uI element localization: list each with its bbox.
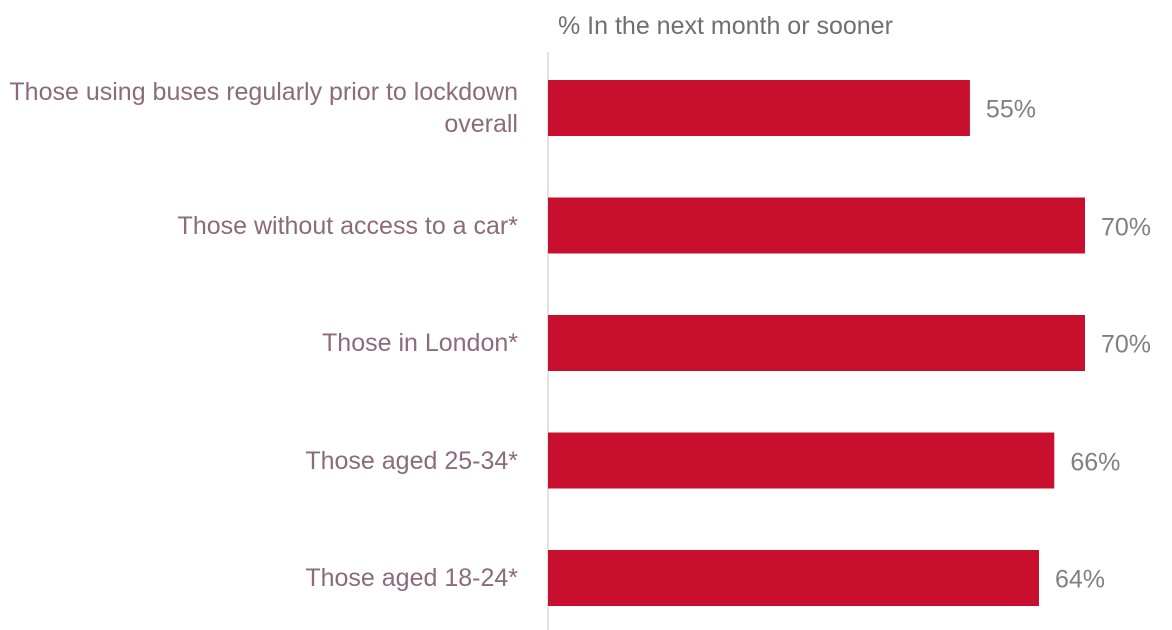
category-label: Those in London* (322, 329, 518, 357)
bar (548, 432, 1055, 489)
bar (548, 80, 970, 136)
value-label: 70% (1101, 213, 1152, 241)
value-label: 64% (1054, 565, 1106, 594)
category-label: Those without access to a car* (177, 211, 518, 240)
value-label: 55% (985, 95, 1036, 124)
bar (548, 197, 1085, 254)
chart-title: % In the next month or sooner (558, 12, 893, 40)
bar (548, 315, 1085, 371)
category-label: Those aged 18-24* (305, 564, 518, 592)
value-label: 70% (1101, 330, 1152, 359)
category-label: Those using buses regularly prior to loc… (9, 78, 518, 138)
bar (548, 550, 1039, 606)
category-label: Those aged 25-34* (305, 446, 518, 475)
value-label: 66% (1070, 448, 1121, 476)
